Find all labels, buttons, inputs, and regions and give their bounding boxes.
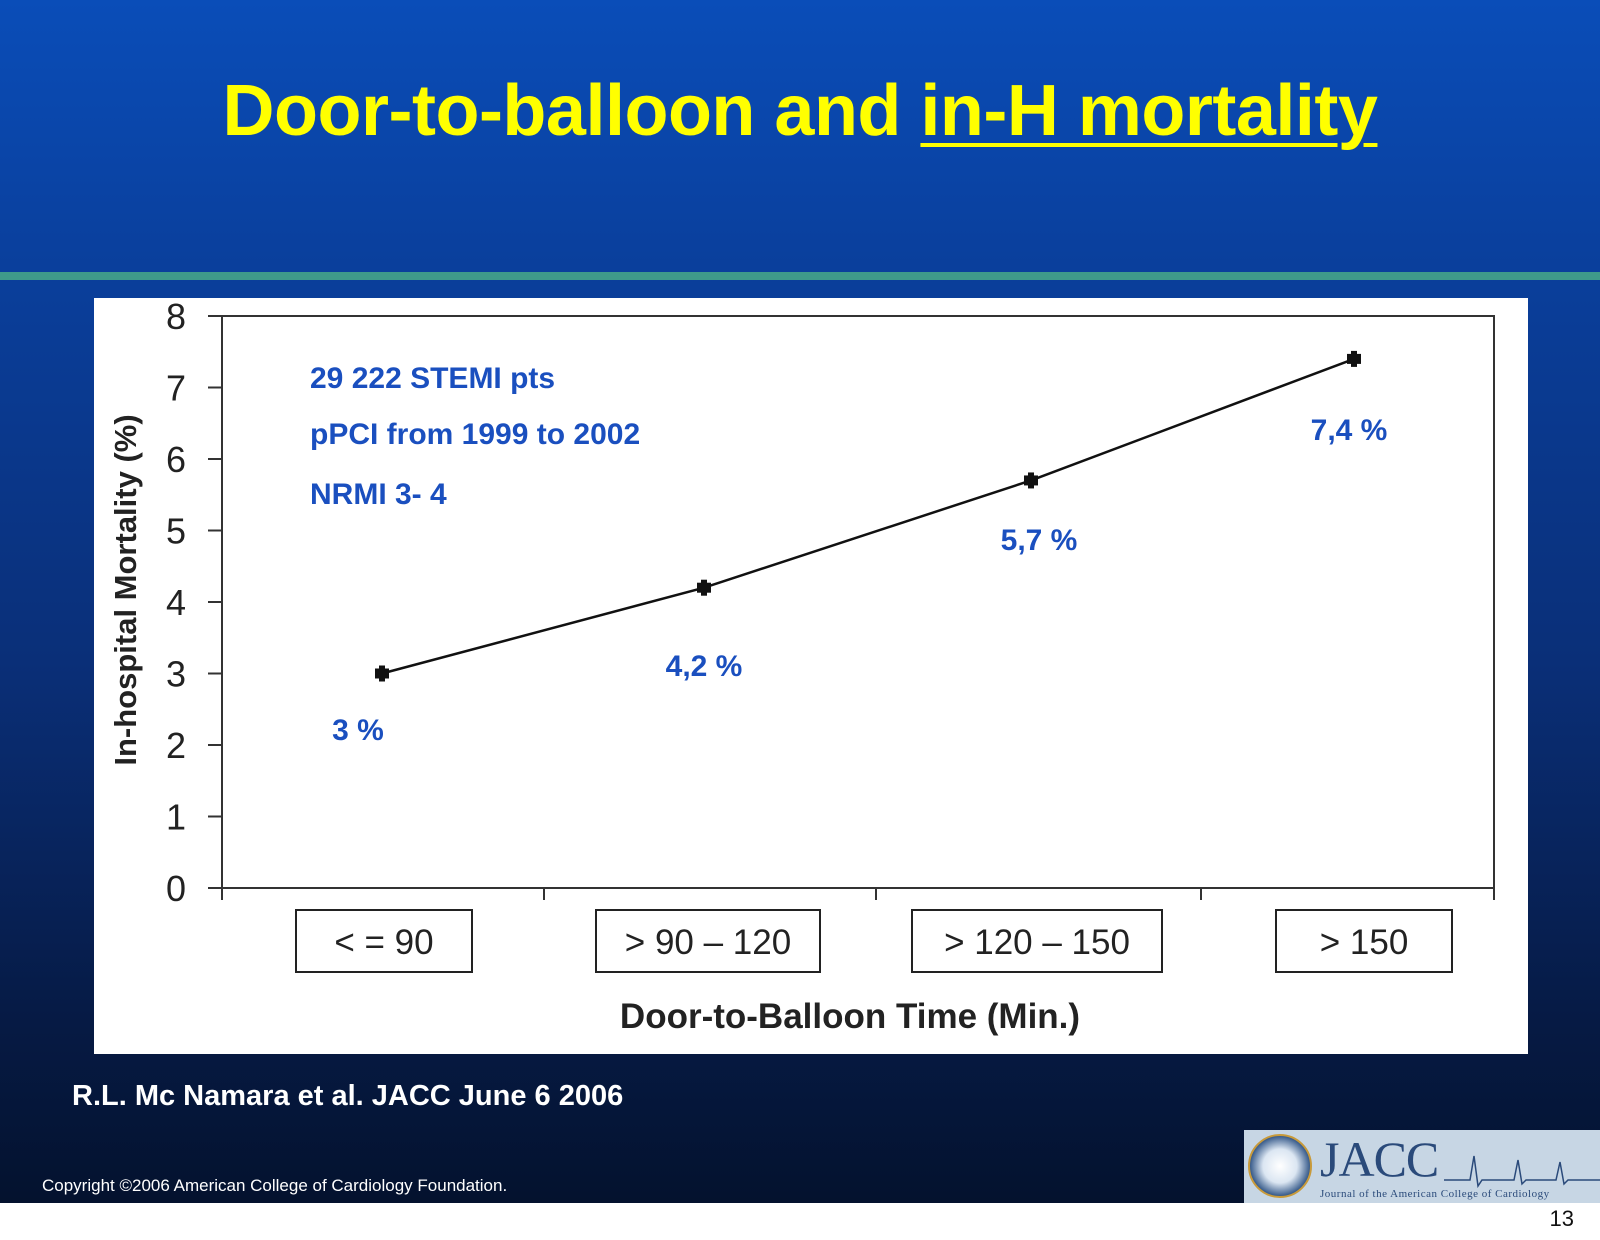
y-tick-label: 7 — [166, 368, 186, 409]
copyright-notice: Copyright ©2006 American College of Card… — [42, 1176, 508, 1195]
plot-frame — [221, 315, 1495, 889]
y-tick-label: 2 — [166, 725, 186, 766]
category-box: > 150 — [1275, 909, 1453, 973]
data-labels: 3 % 4,2 % 5,7 % 7,4 % — [332, 414, 1387, 747]
y-tick-label: 0 — [166, 868, 186, 909]
data-label: 7,4 % — [1311, 414, 1388, 447]
y-axis-ticks: 0 1 2 3 4 5 6 7 8 — [166, 298, 222, 909]
x-axis-label: Door-to-Balloon Time (Min.) — [620, 997, 1080, 1036]
category-label: < = 90 — [334, 923, 433, 962]
category-box: > 90 – 120 — [595, 909, 821, 973]
title-bar: Door-to-balloon and in-H mortality — [0, 0, 1600, 272]
data-point-cross — [701, 579, 707, 596]
category-frame — [595, 909, 821, 973]
data-point-cross — [1351, 350, 1357, 367]
chart-annotations: 29 222 STEMI pts pPCI from 1999 to 2002 NR… — [310, 362, 640, 511]
y-tick-label: 8 — [166, 298, 186, 337]
title-divider — [0, 272, 1600, 280]
y-tick-label: 3 — [166, 654, 186, 695]
page-number: 13 — [1549, 1206, 1574, 1231]
slide-background: Door-to-balloon and in-H mortality 0 1 2 3 4… — [0, 0, 1600, 1203]
ecg-trace-icon — [1444, 1155, 1600, 1189]
y-tick-label: 4 — [166, 582, 186, 623]
y-tick-label: 6 — [166, 439, 186, 480]
category-label: > 150 — [1320, 923, 1409, 962]
x-axis-ticks — [221, 888, 1495, 900]
category-label: > 120 – 150 — [944, 923, 1130, 962]
logo-text: JACC — [1320, 1131, 1439, 1187]
annotation-line: NRMI 3- 4 — [310, 478, 447, 511]
data-point-cross — [379, 665, 385, 682]
annotation-line: pPCI from 1999 to 2002 — [310, 418, 640, 451]
y-tick-label: 1 — [166, 797, 186, 838]
title-part-2-underlined: in-H mortality — [920, 71, 1378, 151]
mortality-chart: 0 1 2 3 4 5 6 7 8 3 % 4,2 % 5,7 % 7,4 % 29 222 STEM… — [108, 298, 1495, 1036]
y-tick-label: 5 — [166, 511, 186, 552]
data-point-cross — [1028, 472, 1034, 489]
category-box: < = 90 — [295, 909, 473, 973]
data-label: 4,2 % — [666, 650, 743, 683]
citation: R.L. Mc Namara et al. JACC June 6 2006 — [72, 1080, 624, 1112]
chart-axes — [221, 315, 1495, 889]
mortality-line — [381, 357, 1355, 675]
category-frame — [911, 909, 1163, 973]
acc-seal-icon — [1248, 1134, 1312, 1198]
mortality-series — [375, 350, 1361, 682]
category-frame — [295, 909, 473, 973]
category-boxes: < = 90 > 90 – 120 > 120 – 150 > 150 — [295, 909, 1453, 973]
data-label: 3 % — [332, 714, 384, 747]
category-label: > 90 – 120 — [625, 923, 791, 962]
slide-title: Door-to-balloon and in-H mortality — [0, 70, 1600, 152]
data-label: 5,7 % — [1001, 524, 1078, 557]
annotation-line: 29 222 STEMI pts — [310, 362, 555, 395]
category-box: > 120 – 150 — [911, 909, 1163, 973]
title-part-1: Door-to-balloon and — [222, 71, 921, 151]
jacc-logo: JACC Journal of the American College of … — [1244, 1130, 1600, 1203]
chart-panel: 0 1 2 3 4 5 6 7 8 3 % 4,2 % 5,7 % 7,4 % 29 222 STEM… — [94, 298, 1528, 1054]
logo-subtitle: Journal of the American College of Cardi… — [1320, 1188, 1550, 1200]
y-axis-label: In-hospital Mortality (%) — [108, 414, 143, 765]
category-frame — [1275, 909, 1453, 973]
